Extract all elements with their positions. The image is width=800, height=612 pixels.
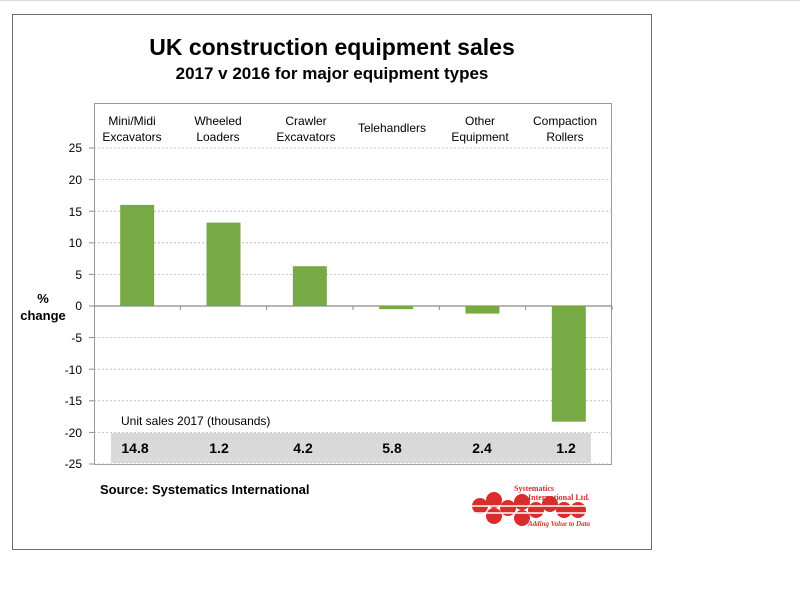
y-tick-label: -10 (64, 363, 82, 377)
source-note: Source: Systematics International (100, 482, 310, 497)
category-label: Crawler Excavators (276, 114, 336, 144)
unit-sales-value: 2.4 (472, 440, 492, 456)
unit-sales-value: 1.2 (556, 440, 576, 456)
logo-tagline: Adding Value to Data (528, 520, 591, 528)
y-tick-label: 0 (75, 299, 82, 313)
category-label: Telehandlers (357, 121, 427, 135)
unit-sales-title: Unit sales 2017 (thousands) (121, 414, 271, 428)
category-label: Mini/Midi Excavators (102, 114, 162, 144)
unit-sales-value: 14.8 (121, 440, 149, 456)
logo-text: Systematics (514, 484, 554, 493)
category-label: Wheeled Loaders (194, 114, 242, 144)
y-tick-label: -25 (64, 457, 82, 471)
y-axis-label: % change (20, 291, 66, 323)
bar (379, 306, 414, 310)
unit-sales-value: 4.2 (293, 440, 313, 456)
bar (551, 306, 586, 422)
bar (292, 266, 327, 306)
chart-subtitle: 2017 v 2016 for major equipment types (175, 64, 489, 83)
unit-sales-band (111, 433, 591, 463)
y-tick-label: 20 (68, 173, 82, 187)
y-tick-label: 15 (68, 205, 82, 219)
y-tick-label: -15 (64, 394, 82, 408)
y-tick-label: -5 (71, 331, 82, 345)
y-tick-label: 10 (68, 236, 82, 250)
logo-text: International Ltd. (528, 493, 590, 502)
y-tick-label: 25 (68, 141, 82, 155)
systematics-logo (468, 492, 586, 526)
unit-sales-value: 1.2 (209, 440, 229, 456)
bar (206, 222, 241, 306)
bar (465, 306, 500, 314)
category-label: Other Equipment (451, 114, 509, 144)
chart-title: UK construction equipment sales (149, 34, 515, 60)
top-border-line (0, 0, 800, 1)
category-label: Compaction Rollers (532, 114, 598, 144)
unit-sales-value: 5.8 (382, 440, 402, 456)
chart-title-block: UK construction equipment sales 2017 v 2… (12, 34, 652, 84)
y-tick-label: 5 (75, 268, 82, 282)
y-tick-label: -20 (64, 426, 82, 440)
plot-area (94, 103, 612, 465)
bar (120, 204, 155, 306)
